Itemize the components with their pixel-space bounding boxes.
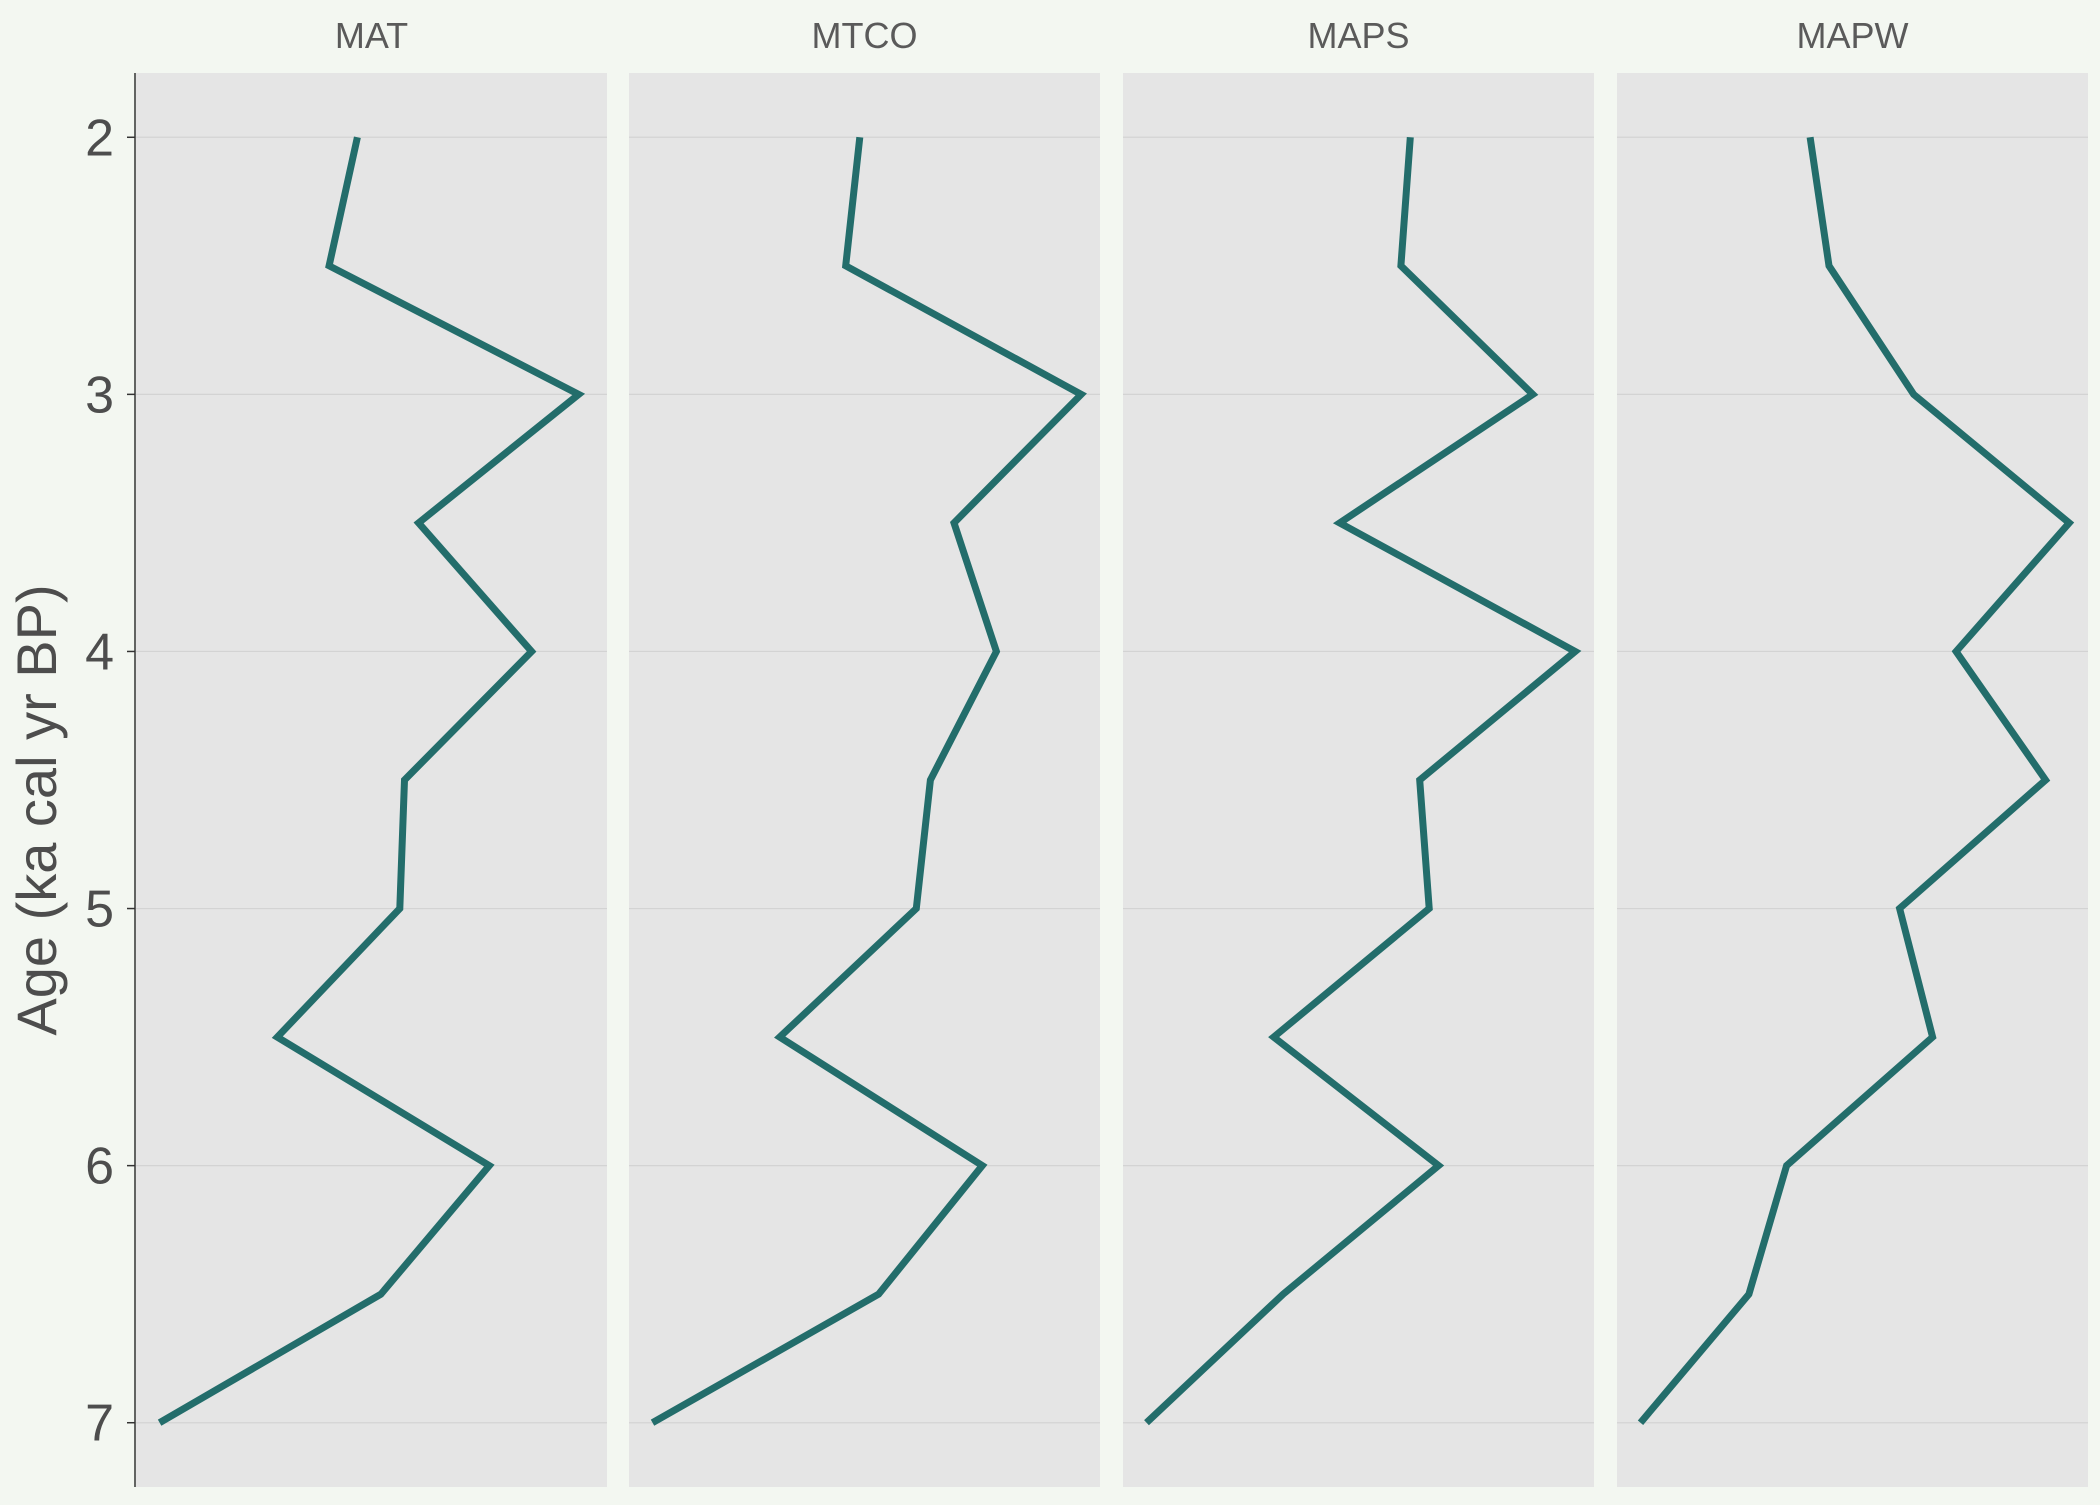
y-tick-label: 5: [85, 881, 114, 939]
y-tick-label: 2: [85, 109, 114, 167]
panel-title-mapw: MAPW: [1797, 15, 1909, 56]
y-tick-label: 4: [85, 623, 114, 681]
series-line-maps: [1144, 137, 1582, 1426]
y-axis-title: Age (ka cal yr BP): [5, 584, 68, 1035]
series-line-mapw: [1637, 136, 2075, 1425]
panel-background-mapw: [1617, 73, 2088, 1487]
series-line-mtco: [650, 136, 1087, 1426]
panel-title-maps: MAPS: [1307, 15, 1409, 56]
panel-background-mtco: [629, 73, 1100, 1487]
y-tick-label: 7: [85, 1395, 114, 1453]
y-tick-label: 6: [85, 1138, 114, 1196]
panel-title-mtco: MTCO: [812, 15, 918, 56]
y-tick-label: 3: [85, 366, 114, 424]
panel-title-mat: MAT: [335, 15, 408, 56]
panel-background-mat: [136, 73, 607, 1487]
panel-background-maps: [1123, 73, 1594, 1487]
series-line-mat: [157, 136, 586, 1426]
